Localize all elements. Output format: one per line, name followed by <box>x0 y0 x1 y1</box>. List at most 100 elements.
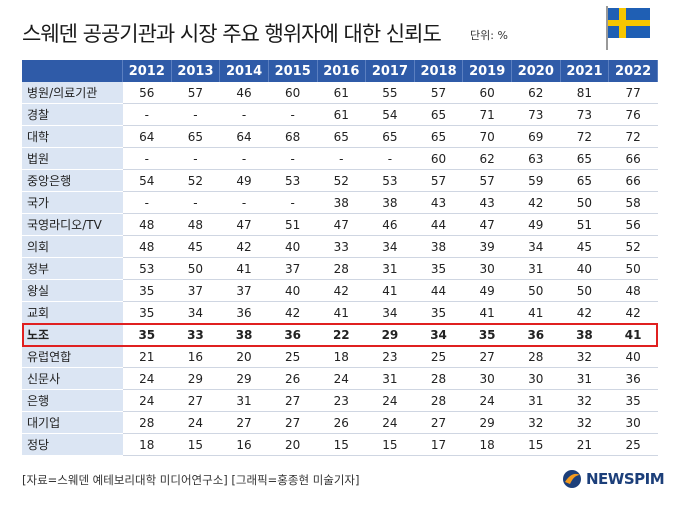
cell: 40 <box>268 235 317 258</box>
cell: 37 <box>268 257 317 280</box>
cell: 53 <box>365 169 415 192</box>
cell: 32 <box>560 411 609 434</box>
cell: 15 <box>511 433 561 456</box>
cell: 64 <box>219 125 269 148</box>
cell: 36 <box>268 323 317 346</box>
cell: 47 <box>317 213 366 236</box>
cell: 47 <box>219 213 269 236</box>
cell: 50 <box>171 257 220 280</box>
table-row: 병원/의료기관 56 57 46 60 61 55 57 60 62 81 77 <box>22 82 658 104</box>
cell: 20 <box>219 345 269 368</box>
table-row: 대기업 28 24 27 27 26 24 27 29 32 32 30 <box>22 411 658 434</box>
cell: 24 <box>365 389 415 412</box>
cell: 28 <box>414 367 463 390</box>
cell: 35 <box>122 301 172 324</box>
cell: 52 <box>608 235 658 258</box>
cell: 48 <box>608 279 658 302</box>
cell: 41 <box>365 279 415 302</box>
cell: 63 <box>511 147 561 170</box>
cell: 41 <box>462 301 512 324</box>
cell: 28 <box>511 345 561 368</box>
cell: 30 <box>462 257 512 280</box>
cell: 30 <box>462 367 512 390</box>
cell: 66 <box>608 169 658 192</box>
cell: 33 <box>171 323 220 346</box>
table-row: 국영라디오/TV 48 48 47 51 47 46 44 47 49 51 56 <box>22 213 658 236</box>
cell: 22 <box>317 323 366 346</box>
cell: 57 <box>414 169 463 192</box>
cell: 69 <box>511 125 561 148</box>
cell: 45 <box>171 235 220 258</box>
cell: 50 <box>560 191 609 214</box>
cell: 57 <box>462 169 512 192</box>
cell: 28 <box>317 257 366 280</box>
cell: - <box>219 147 269 170</box>
cell: - <box>171 191 220 214</box>
cell: 39 <box>462 235 512 258</box>
table-row: 유럽연합 21 16 20 25 18 23 25 27 28 32 40 <box>22 345 658 368</box>
row-label: 법원 <box>22 147 123 170</box>
table-row: 신문사 24 29 29 26 24 31 28 30 30 31 36 <box>22 367 658 390</box>
cell: 40 <box>608 345 658 368</box>
cell: 64 <box>122 125 172 148</box>
column-header: 2020 <box>511 60 561 82</box>
cell: 61 <box>317 103 366 126</box>
row-label: 의회 <box>22 235 123 258</box>
cell: - <box>268 191 317 214</box>
cell: 27 <box>171 389 220 412</box>
cell: 49 <box>462 279 512 302</box>
cell: 26 <box>268 367 317 390</box>
cell: - <box>268 103 317 126</box>
cell: 31 <box>560 367 609 390</box>
cell: 32 <box>560 389 609 412</box>
table-row: 정당 18 15 16 20 15 15 17 18 15 21 25 <box>22 433 658 456</box>
title: 스웨덴 공공기관과 시장 주요 행위자에 대한 신뢰도 <box>22 22 442 46</box>
cell: 41 <box>608 323 658 346</box>
row-label: 유럽연합 <box>22 345 123 368</box>
table-row: 의회 48 45 42 40 33 34 38 39 34 45 52 <box>22 235 658 258</box>
cell: 42 <box>317 279 366 302</box>
table-row: 노조 35 33 38 36 22 29 34 35 36 38 41 <box>22 323 658 346</box>
cell: 34 <box>414 323 463 346</box>
column-header: 2012 <box>122 60 172 82</box>
cell: 34 <box>365 301 415 324</box>
table-row: 왕실 35 37 37 40 42 41 44 49 50 50 48 <box>22 279 658 302</box>
cell: 26 <box>317 411 366 434</box>
logo-text: NEWSPIM <box>586 470 665 488</box>
cell: - <box>171 147 220 170</box>
cell: 48 <box>122 213 172 236</box>
table-row: 중앙은행 54 52 49 53 52 53 57 57 59 65 66 <box>22 169 658 192</box>
cell: 30 <box>511 367 561 390</box>
cell: 44 <box>414 213 463 236</box>
cell: 30 <box>608 411 658 434</box>
cell: 52 <box>171 169 220 192</box>
cell: 47 <box>462 213 512 236</box>
cell: 31 <box>511 389 561 412</box>
cell: 53 <box>122 257 172 280</box>
cell: 50 <box>560 279 609 302</box>
cell: 38 <box>317 191 366 214</box>
row-label: 대기업 <box>22 411 123 434</box>
column-header: 2015 <box>268 60 318 82</box>
cell: 72 <box>608 125 658 148</box>
row-label: 병원/의료기관 <box>22 82 123 104</box>
table-row: 대학 64 65 64 68 65 65 65 70 69 72 72 <box>22 125 658 148</box>
cell: 43 <box>414 191 463 214</box>
cell: 21 <box>560 433 609 456</box>
column-header: 2019 <box>462 60 512 82</box>
column-header: 2022 <box>608 60 658 82</box>
table-row: 법원 - - - - - -60 62 63 65 66 <box>22 147 658 170</box>
row-label: 대학 <box>22 125 123 148</box>
cell: 44 <box>414 279 463 302</box>
header-row: 2012 2013 2014 2015 2016 2017 2018 2019 2020 2021… <box>22 60 658 82</box>
cell: 23 <box>365 345 415 368</box>
row-label: 은행 <box>22 389 123 412</box>
cell: 29 <box>462 411 512 434</box>
cell: 49 <box>219 169 269 192</box>
cell: 38 <box>365 191 415 214</box>
cell: 28 <box>122 411 172 434</box>
cell: 50 <box>608 257 658 280</box>
cell: 71 <box>462 103 512 126</box>
source: [자료=스웨덴 예테보리대학 미디어연구소] [그래픽=홍종현 미술기자] <box>22 473 360 487</box>
